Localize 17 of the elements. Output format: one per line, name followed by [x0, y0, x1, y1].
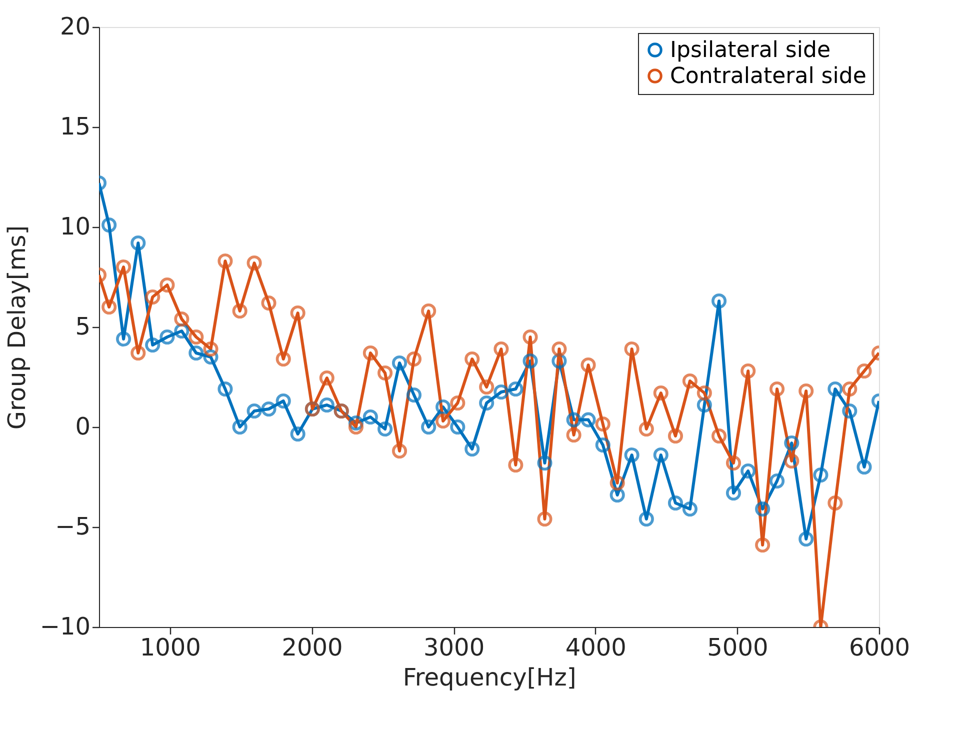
y-tick-label: 15 [60, 112, 90, 140]
x-tick-label: 1000 [140, 634, 201, 662]
x-tick-label: 2000 [282, 634, 343, 662]
x-tick-label: 6000 [848, 634, 910, 662]
y-tick-label: 5 [75, 312, 90, 340]
y-tick-label: 10 [60, 212, 90, 240]
y-tick-label: 20 [60, 12, 90, 40]
legend-label: Ipsilateral side [670, 38, 830, 63]
y-axis-title: Group Delay[ms] [2, 225, 31, 430]
x-tick-label: 5000 [707, 634, 768, 662]
y-tick-label: −10 [40, 612, 90, 640]
x-tick-label: 4000 [565, 634, 626, 662]
y-tick-label: 0 [75, 412, 90, 440]
y-tick-label: −5 [55, 512, 90, 540]
legend-label: Contralateral side [670, 64, 866, 89]
x-tick-label: 3000 [424, 634, 485, 662]
x-axis-title: Frequency[Hz] [402, 664, 576, 692]
